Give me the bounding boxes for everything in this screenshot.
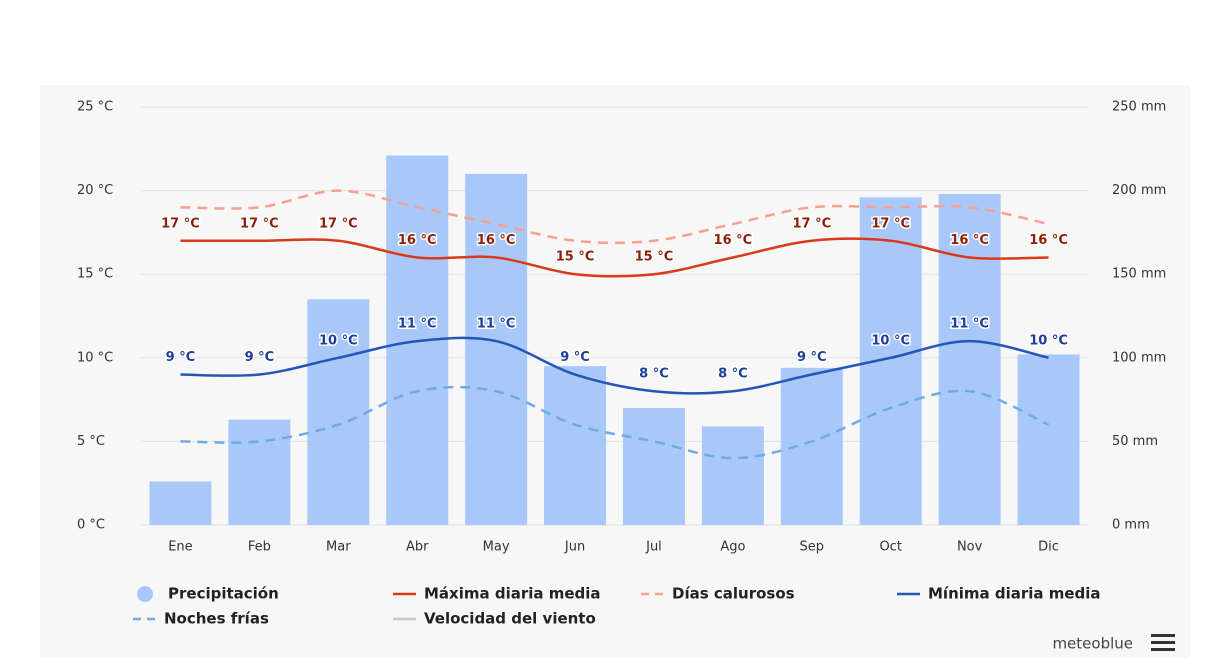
data-label: 16 °C xyxy=(714,233,753,248)
y2-tick-label: 100 mm xyxy=(1112,350,1166,365)
x-tick-label: Jul xyxy=(645,540,662,555)
x-tick-label: May xyxy=(483,540,510,555)
y2-tick-label: 50 mm xyxy=(1112,434,1158,449)
legend-label[interactable]: Precipitación xyxy=(168,585,279,603)
menu-icon[interactable] xyxy=(1151,634,1175,651)
data-label: 17 °C xyxy=(161,216,200,231)
bar xyxy=(307,299,370,525)
x-tick-label: Ene xyxy=(168,540,192,555)
legend-label[interactable]: Velocidad del viento xyxy=(424,610,596,628)
y-tick-label: 0 °C xyxy=(77,518,105,533)
line xyxy=(180,336,1049,395)
data-label: 15 °C xyxy=(556,250,595,265)
bar xyxy=(228,419,291,525)
y-tick-label: 15 °C xyxy=(77,267,113,282)
data-label: 9 °C xyxy=(797,350,827,365)
y-tick-label: 25 °C xyxy=(77,100,113,115)
data-label: 10 °C xyxy=(319,333,358,348)
y-tick-label: 10 °C xyxy=(77,350,113,365)
x-tick-label: Dic xyxy=(1038,540,1059,555)
bar xyxy=(938,193,1001,525)
y2-tick-label: 250 mm xyxy=(1112,100,1166,115)
grid: 0 °C 5 °C 10 °C 15 °C 20 °C 25 °C 0 mm 50 mm 100… xyxy=(77,100,1166,555)
data-label: 8 °C xyxy=(718,367,748,382)
legend-label[interactable]: Máxima diaria media xyxy=(424,585,601,603)
data-label: 9 °C xyxy=(245,350,275,365)
legend-swatch xyxy=(137,586,153,602)
dashed-line xyxy=(180,189,1049,245)
data-label: 15 °C xyxy=(635,250,674,265)
legend-label[interactable]: Días calurosos xyxy=(672,585,795,603)
legend-label[interactable]: Mínima diaria media xyxy=(928,585,1101,603)
bar xyxy=(1017,354,1080,525)
x-tick-label: Mar xyxy=(326,540,351,555)
data-label: 9 °C xyxy=(560,350,590,365)
x-tick-label: Oct xyxy=(879,540,901,555)
y-tick-label: 20 °C xyxy=(77,183,113,198)
dashed-line xyxy=(180,385,1050,460)
legend: Precipitación Máxima diaria media Días cal… xyxy=(133,585,1101,628)
credit: meteoblue xyxy=(1052,635,1133,653)
x-tick-label: Jun xyxy=(564,540,585,555)
data-label: 17 °C xyxy=(871,216,910,231)
data-label: 16 °C xyxy=(950,233,989,248)
data-label: 16 °C xyxy=(1029,233,1068,248)
y2-tick-label: 200 mm xyxy=(1112,183,1166,198)
x-tick-label: Abr xyxy=(406,540,429,555)
y2-tick-label: 0 mm xyxy=(1112,518,1150,533)
x-tick-label: Nov xyxy=(957,540,983,555)
data-label: 17 °C xyxy=(792,216,831,231)
data-label: 8 °C xyxy=(639,367,669,382)
labels: 17 °C 17 °C 17 °C 16 °C 16 °C 15 °C 15 °C 16 °C… xyxy=(160,215,1070,383)
bar xyxy=(622,407,685,525)
x-tick-label: Ago xyxy=(720,540,745,555)
data-label: 17 °C xyxy=(240,216,279,231)
data-label: 10 °C xyxy=(871,333,910,348)
bar xyxy=(701,426,764,525)
lines xyxy=(180,189,1050,460)
data-label: 11 °C xyxy=(950,317,989,332)
data-label: 10 °C xyxy=(1029,333,1068,348)
line xyxy=(180,237,1049,278)
data-label: 9 °C xyxy=(166,350,196,365)
x-tick-label: Sep xyxy=(800,540,825,555)
chart-background xyxy=(40,85,1190,658)
data-label: 11 °C xyxy=(398,317,437,332)
data-label: 16 °C xyxy=(398,233,437,248)
bar xyxy=(780,367,843,525)
x-tick-label: Feb xyxy=(248,540,271,555)
legend-label[interactable]: Noches frías xyxy=(164,610,269,628)
y2-tick-label: 150 mm xyxy=(1112,267,1166,282)
data-label: 11 °C xyxy=(477,317,516,332)
y-tick-label: 5 °C xyxy=(77,434,105,449)
data-label: 16 °C xyxy=(477,233,516,248)
bar xyxy=(544,366,607,525)
bar xyxy=(149,481,212,525)
data-label: 17 °C xyxy=(319,216,358,231)
